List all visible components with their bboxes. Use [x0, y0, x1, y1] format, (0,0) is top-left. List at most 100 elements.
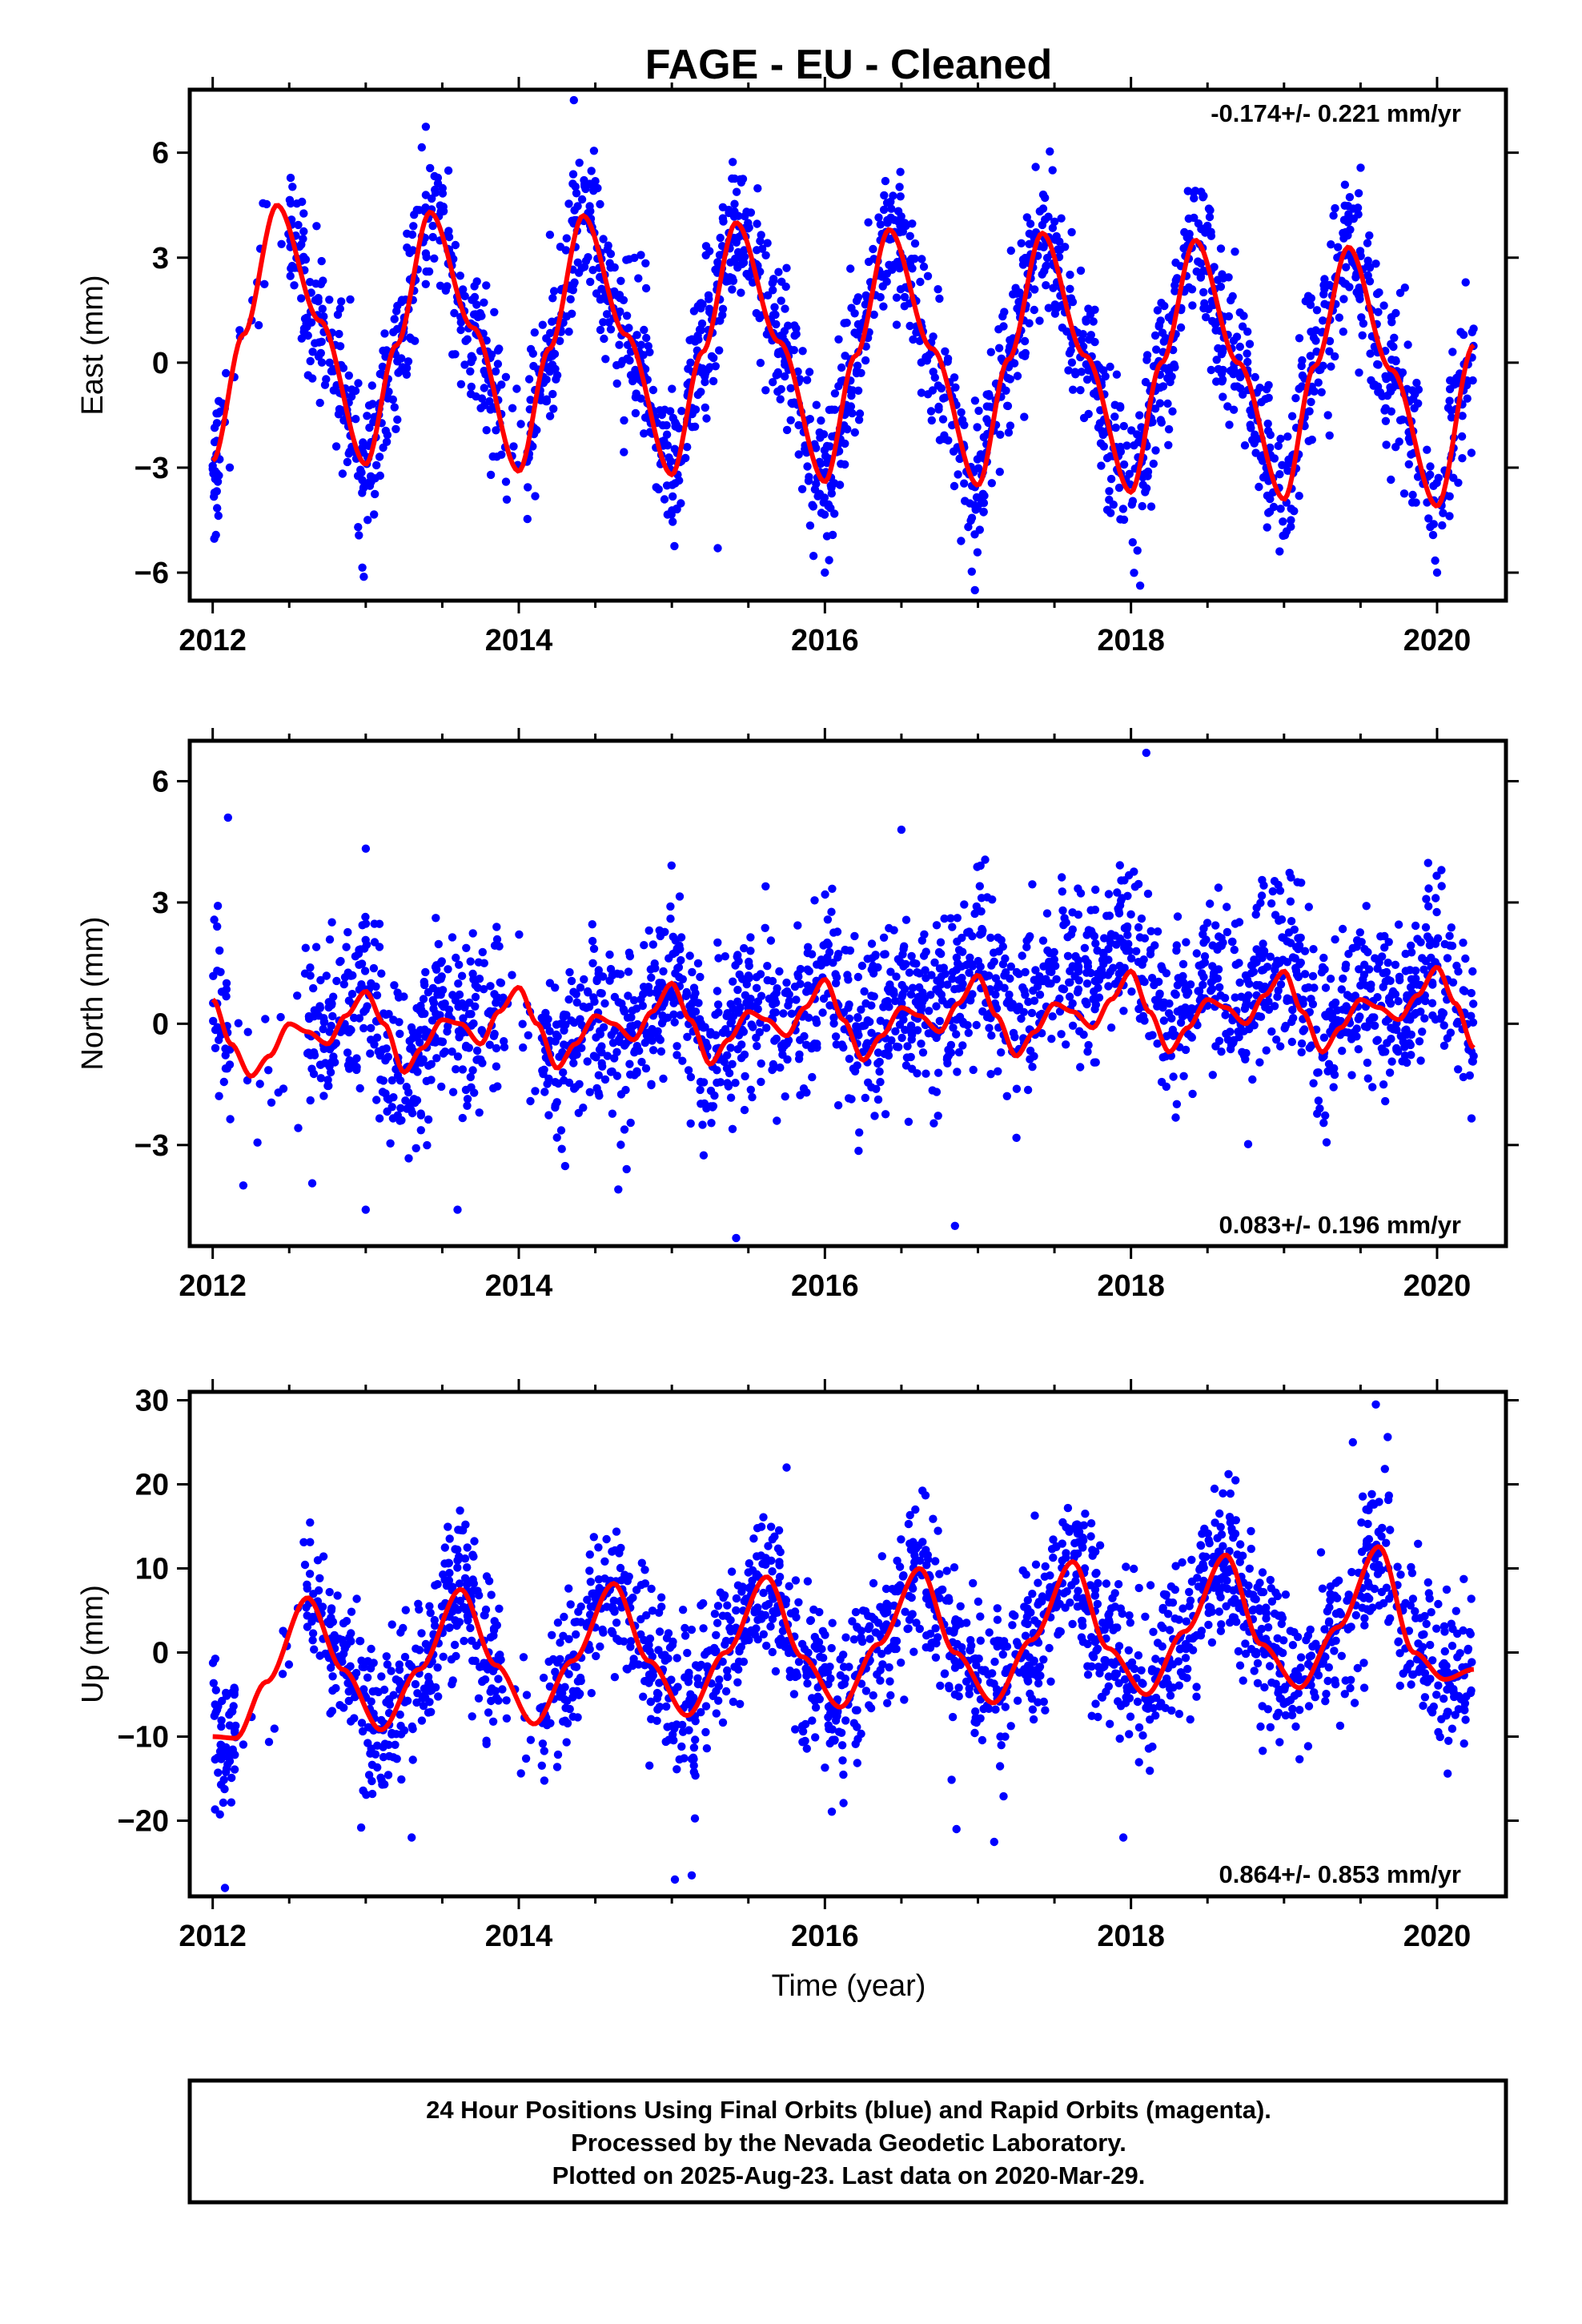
- east-point: [404, 357, 413, 366]
- north-point: [437, 1082, 446, 1092]
- north-point: [1158, 1003, 1167, 1012]
- north-point: [458, 1113, 467, 1123]
- east-point: [827, 484, 836, 493]
- up-point: [1030, 1616, 1039, 1625]
- north-point: [659, 1074, 668, 1084]
- east-point: [1331, 352, 1339, 361]
- east-point: [733, 263, 742, 272]
- east-point: [869, 244, 877, 254]
- up-point: [1273, 1634, 1282, 1642]
- north-point: [777, 1044, 787, 1054]
- east-point: [286, 271, 295, 280]
- north-point: [1330, 1070, 1339, 1080]
- east-point: [1066, 284, 1074, 293]
- east-point: [343, 457, 352, 467]
- north-point: [1381, 1096, 1390, 1106]
- east-point: [1251, 372, 1259, 382]
- north-point: [1134, 923, 1143, 932]
- east-point: [421, 123, 431, 131]
- north-point: [953, 1068, 962, 1076]
- north-point: [211, 1025, 220, 1035]
- north-point: [599, 972, 608, 981]
- east-point: [967, 513, 977, 522]
- north-point: [1074, 884, 1082, 893]
- north-point: [935, 1016, 945, 1026]
- north-point: [818, 1008, 827, 1017]
- east-point: [740, 246, 749, 255]
- north-point: [991, 990, 1000, 999]
- east-point: [1238, 322, 1247, 331]
- east-point: [451, 240, 460, 250]
- north-point: [641, 985, 650, 994]
- north-point: [1235, 1032, 1243, 1042]
- north-point: [1155, 990, 1164, 999]
- north-frame: [187, 738, 1508, 1248]
- east-point: [1156, 416, 1166, 424]
- east-point: [524, 483, 532, 492]
- east-point: [761, 251, 770, 259]
- east-point: [1097, 461, 1106, 470]
- north-point: [397, 1116, 406, 1125]
- east-point: [732, 187, 741, 196]
- east-point: [763, 291, 773, 300]
- east-point: [850, 309, 859, 318]
- east-point: [1448, 348, 1457, 356]
- east-point: [1170, 281, 1179, 290]
- north-point: [331, 1058, 339, 1067]
- north-point: [729, 977, 737, 986]
- up-point: [1461, 1715, 1470, 1724]
- north-outlier-point: [897, 825, 906, 834]
- east-point: [529, 361, 538, 371]
- east-point: [1068, 385, 1078, 394]
- east-point: [1077, 368, 1086, 376]
- north-point: [647, 973, 656, 983]
- east-point: [855, 409, 865, 418]
- north-point: [930, 958, 939, 967]
- east-point: [1298, 356, 1307, 365]
- east-point: [909, 335, 917, 344]
- north-point: [404, 1154, 413, 1163]
- north-point: [1392, 1046, 1401, 1055]
- east-point: [460, 360, 469, 369]
- north-point: [1266, 952, 1275, 961]
- east-point: [1042, 281, 1050, 290]
- east-point: [622, 255, 631, 264]
- north-point: [847, 1095, 856, 1104]
- east-point: [1099, 366, 1108, 375]
- north-point: [420, 1009, 429, 1019]
- north-point: [993, 983, 1002, 992]
- east-point: [482, 281, 491, 290]
- east-point: [523, 514, 532, 524]
- east-point: [1353, 203, 1363, 212]
- east-point: [698, 364, 707, 373]
- north-point: [946, 914, 955, 923]
- north-point: [1038, 936, 1048, 945]
- north-point: [1368, 1083, 1377, 1092]
- east-point: [1342, 263, 1351, 271]
- north-point: [711, 1010, 720, 1019]
- east-point: [1459, 330, 1468, 340]
- east-point: [1187, 285, 1197, 294]
- east-point: [545, 412, 555, 420]
- east-point: [1164, 367, 1174, 376]
- north-point: [457, 971, 467, 980]
- north-point: [685, 1002, 694, 1011]
- north-outlier-point: [1142, 748, 1151, 758]
- east-point: [1329, 211, 1338, 220]
- up-point: [1013, 1696, 1022, 1705]
- north-point: [359, 1023, 368, 1033]
- north-point: [1295, 941, 1304, 950]
- east-point: [1188, 301, 1197, 310]
- north-point: [625, 951, 635, 961]
- east-point: [813, 492, 822, 501]
- north-point: [937, 949, 946, 959]
- up-point: [768, 1614, 777, 1623]
- east-point: [917, 255, 926, 263]
- north-point: [255, 1080, 264, 1088]
- east-y-tick-label: 6: [152, 137, 169, 171]
- north-point: [1017, 1014, 1026, 1023]
- east-point: [476, 404, 485, 412]
- north-point: [1403, 1028, 1411, 1037]
- east-point: [1325, 336, 1335, 346]
- north-point: [215, 946, 224, 955]
